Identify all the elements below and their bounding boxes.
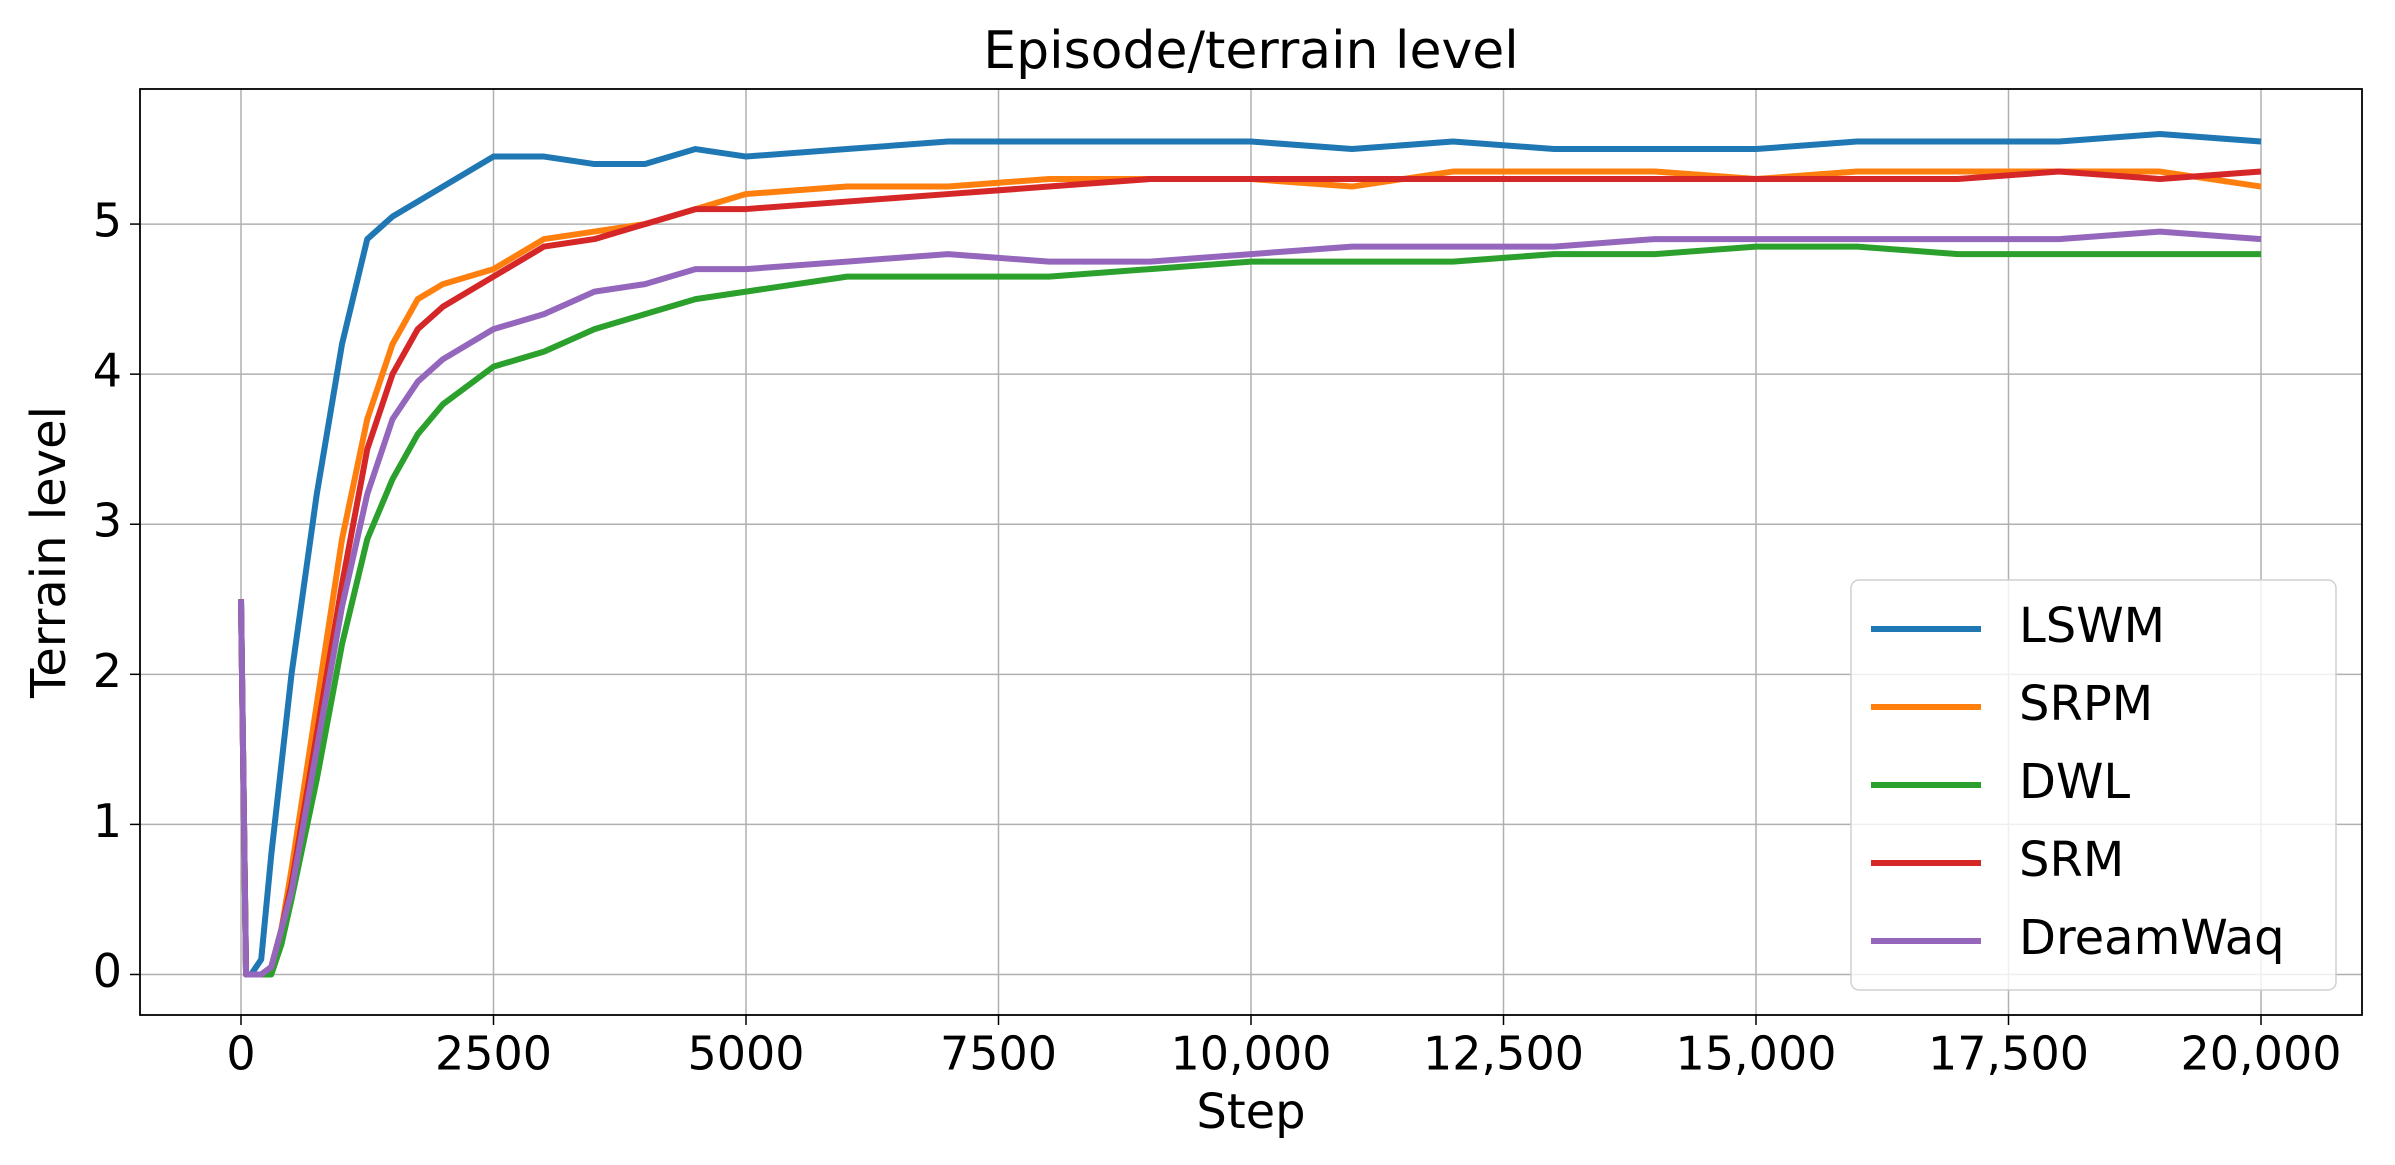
y-tick-label: 4 [93, 344, 122, 398]
legend-label: LSWM [2019, 598, 2165, 654]
y-axis-label: Terrain level [21, 406, 77, 699]
x-tick-label: 15,000 [1676, 1027, 1837, 1081]
x-tick-label: 10,000 [1171, 1027, 1332, 1081]
y-tick-label: 2 [93, 644, 122, 698]
x-tick-label: 2500 [435, 1027, 552, 1081]
x-tick-label: 17,500 [1928, 1027, 2089, 1081]
plot-frame [139, 88, 2363, 1016]
y-tick-label: 1 [93, 794, 122, 848]
x-tick-label: 12,500 [1423, 1027, 1584, 1081]
x-axis-label: Step [1196, 1084, 1305, 1140]
chart-title: Episode/terrain level [983, 21, 1518, 81]
legend-label: DWL [2019, 754, 2130, 810]
series-line [238, 228, 2262, 978]
legend-box [1850, 579, 2337, 991]
y-tick-label: 0 [93, 944, 122, 998]
x-tick-label: 20,000 [2181, 1027, 2342, 1081]
y-tick-label: 5 [93, 194, 122, 248]
legend-label: SRM [2019, 832, 2124, 888]
legend-label: SRPM [2019, 676, 2153, 732]
legend-label: DreamWaq [2019, 910, 2285, 966]
x-tick-label: 7500 [940, 1027, 1057, 1081]
series-line [238, 131, 2262, 978]
y-tick-label: 3 [93, 494, 122, 548]
x-tick-label: 5000 [687, 1027, 804, 1081]
x-tick-label: 0 [226, 1027, 255, 1081]
